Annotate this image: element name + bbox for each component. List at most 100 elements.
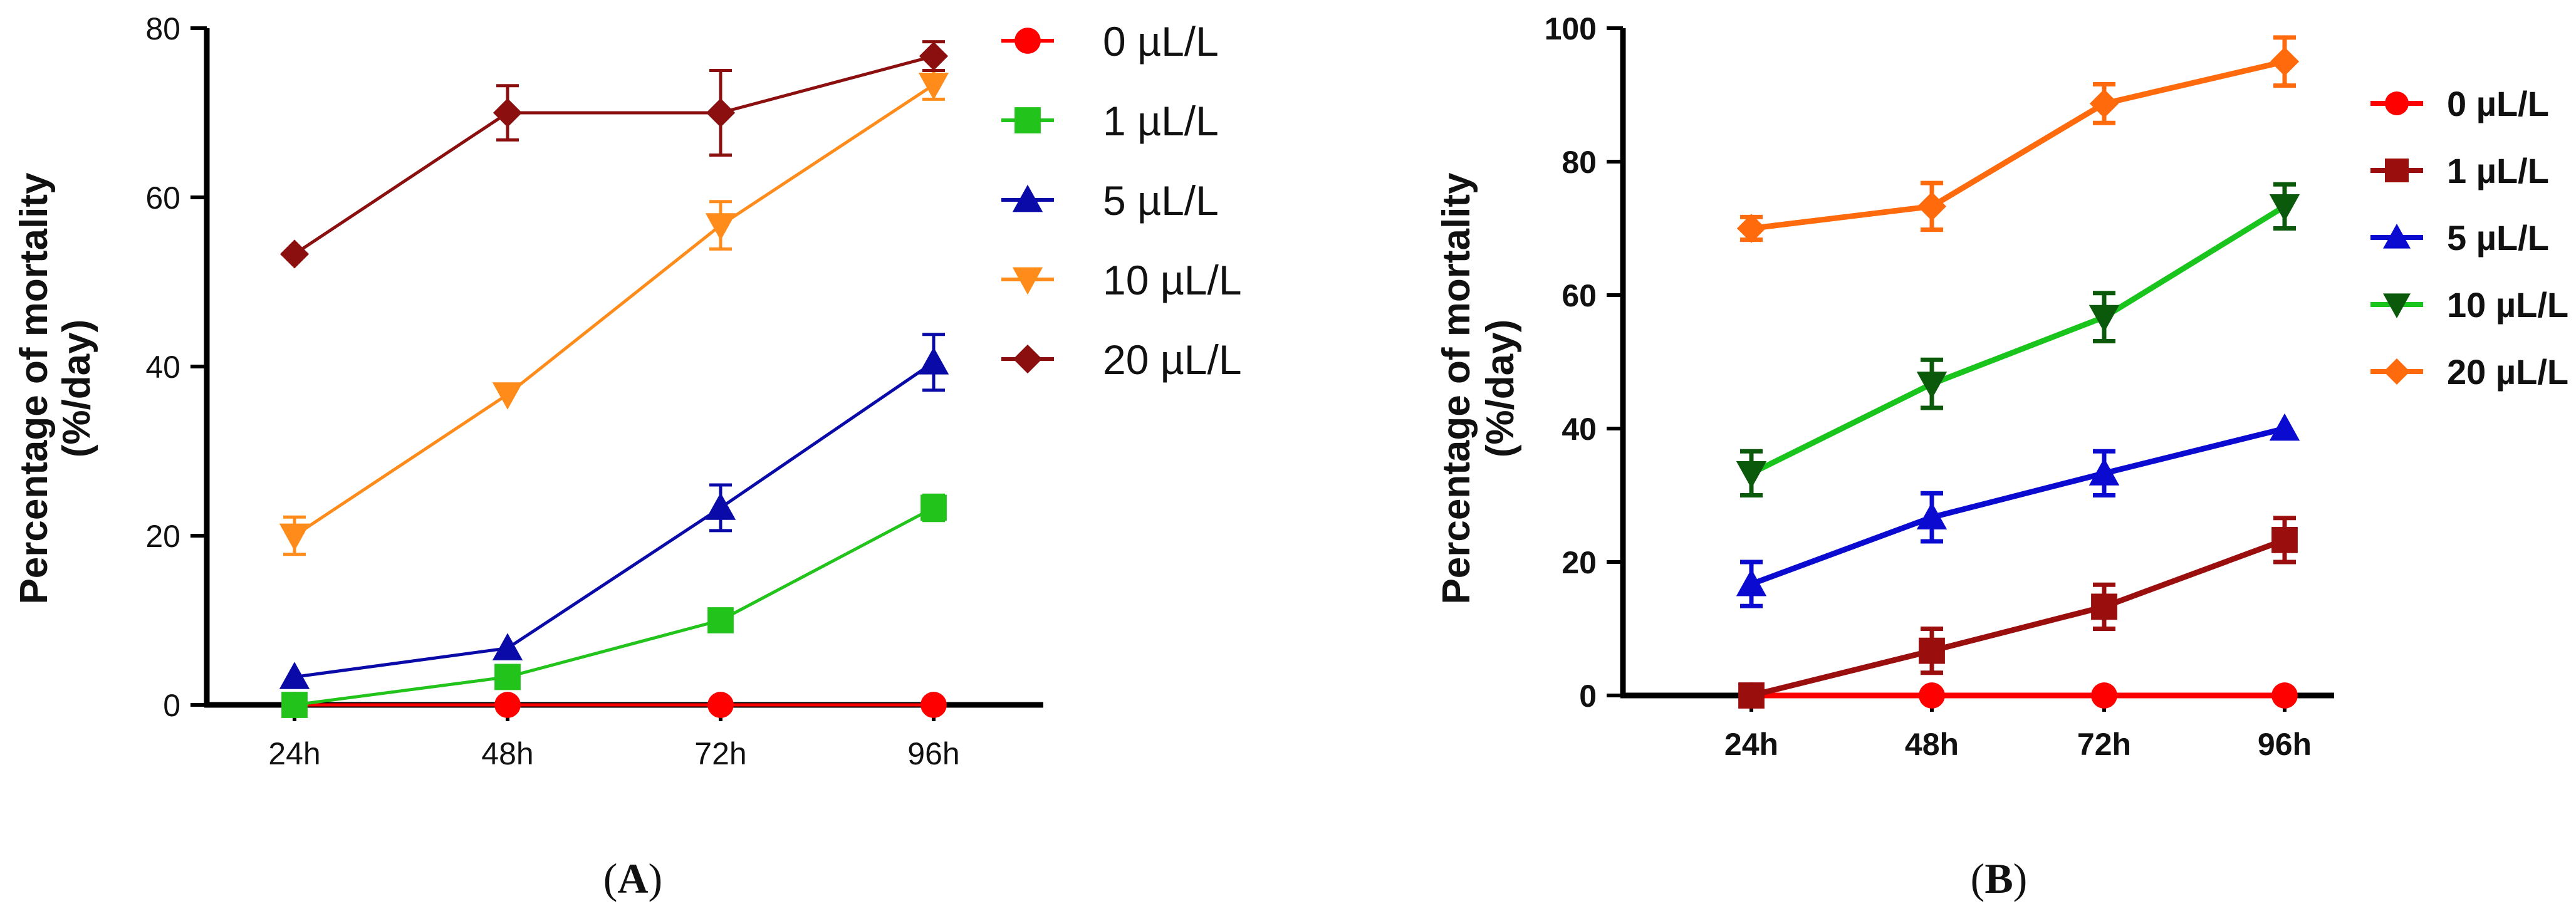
panel-a-x-tick-label: 48h [481,736,533,771]
panel-a-y-tick-label: 60 [145,180,180,216]
panel-b-legend-item: 1 µL/L [2370,151,2549,190]
panel-a-series-1-line [294,506,935,707]
panel-a-series-4 [279,40,949,269]
panel-a-legend-item: 0 µL/L [1001,18,1219,65]
panel-b-y-tick-label: 60 [1562,278,1597,313]
panel-a-y-tick-label: 80 [145,11,180,46]
panel-a-data-point [918,73,949,100]
panel-a-data-point [281,692,308,718]
panel-b-x-tick-label: 72h [2077,727,2131,762]
panel-b-data-point [1916,372,1948,399]
panel-a-caption: (A) [603,855,662,902]
panel-a: Percentage of mortality (%/day) 0 20 40 60 8… [13,11,1242,902]
panel-b-legend-item: 10 µL/L [2370,285,2568,325]
panel-a-legend-marker [1014,28,1041,54]
panel-b-legend-label: 0 µL/L [2447,84,2549,123]
panel-a-series-3-line [293,83,935,538]
panel-b-data-point [1738,682,1765,709]
panel-a-y-tick-label: 0 [163,688,180,723]
panel-a-y-axis-title-line1: Percentage of mortality [13,172,56,605]
panel-a-legend-label: 5 µL/L [1103,177,1219,224]
panel-b-data-point [2271,682,2298,709]
panel-b-caption-letter: B [1984,855,2013,902]
panel-a-legend-marker [1013,344,1043,374]
panel-a-legend-marker [1012,184,1043,212]
panel-a-y-axis-title: Percentage of mortality (%/day) [13,172,98,605]
panel-a-x-tick-label: 72h [694,736,746,771]
panel-a-legend-label: 0 µL/L [1103,18,1219,65]
panel-a-data-point [279,662,310,689]
panel-b-legend-item: 20 µL/L [2370,352,2568,392]
panel-a-series-0 [281,692,947,718]
panel-a-data-point [493,98,523,128]
panel-b-series-2 [1736,413,2300,608]
panel-b-y-axis-title-line2: (%/day) [1479,320,1522,457]
panel-b-y-tick-label: 80 [1562,145,1597,180]
panel-a-data-point [279,239,310,269]
panel-b-y-axis-title: Percentage of mortality (%/day) [1435,172,1522,605]
panel-a-caption-letter: A [617,855,648,902]
panel-a-series [279,40,949,718]
panel-a-y-tick-label: 20 [145,519,180,554]
panel-b-legend-marker [2385,159,2409,182]
panel-b-legend-label: 1 µL/L [2447,151,2549,190]
panel-a-data-point [706,98,736,128]
panel-a-legend: 0 µL/L 1 µL/L 5 µL/L 10 µL/L 20 µL/L [1001,18,1242,383]
panel-b-data-point [2088,305,2120,333]
panel-b-data-point [2088,458,2120,486]
panel-a-data-point [920,692,947,718]
panel-b-x-ticks: 24h 48h 72h 96h [1724,695,2312,762]
panel-a-data-point [705,213,736,241]
panel-a-x-tick-label: 24h [268,736,320,771]
panel-b-caption-open: ( [1971,855,1985,902]
panel-a-data-point [705,492,736,520]
panel-b-data-point [1736,461,1767,489]
panel-a-data-point [494,692,521,718]
panel-b-legend-label: 5 µL/L [2447,218,2549,258]
panel-b-caption-close: ) [2013,855,2028,902]
panel-a-x-ticks: 24h 48h 72h 96h [268,705,960,771]
panel-a-data-point [920,494,947,521]
panel-b-y-tick-label: 0 [1579,679,1597,714]
panel-b-series-4-line [1751,58,2286,231]
panel-a-caption-close: ) [649,855,663,902]
panel-b-series-1 [1738,516,2298,709]
panel-a-legend-item: 1 µL/L [1001,98,1219,144]
panel-b-series-3-line [1750,204,2287,476]
panel-b-series [1736,35,2300,709]
panel-b-y-ticks: 0 20 40 60 80 100 [1545,11,1623,714]
panel-b-x-tick-label: 24h [1724,727,1778,762]
panel-b-legend-item: 5 µL/L [2370,218,2549,258]
panel-b-y-tick-label: 100 [1545,11,1597,46]
panel-b-data-point [1736,568,1767,596]
panel-a-series-3 [279,69,949,556]
panel-b-legend-label: 10 µL/L [2447,285,2568,325]
panel-b-y-axis-title-line1: Percentage of mortality [1435,172,1478,605]
panel-b-data-point [2271,526,2298,553]
panel-b-legend-item: 0 µL/L [2370,84,2549,123]
panel-b-data-point [1919,637,1945,664]
panel-b-y-tick-label: 40 [1562,412,1597,447]
panel-a-series-2-line [294,361,935,679]
panel-a-legend-label: 1 µL/L [1103,98,1219,144]
panel-b-legend-marker [2383,224,2411,249]
panel-a-data-point [707,607,734,633]
panel-b-data-point [2270,47,2300,76]
panel-a-y-tick-label: 40 [145,350,180,385]
panel-a-legend-label: 10 µL/L [1103,257,1242,303]
panel-a-legend-item: 5 µL/L [1001,177,1219,224]
panel-a-data-point [492,382,523,410]
panel-b-data-point [2269,194,2300,222]
panel-b-data-point [2269,413,2300,441]
panel-a-legend-marker [1012,267,1043,295]
panel-b-legend: 0 µL/L 1 µL/L 5 µL/L 10 µL/L 20 µL/L [2370,84,2568,392]
panel-b-data-point [1736,214,1766,243]
panel-a-y-axis-title-line2: (%/day) [55,320,98,457]
panel-a-legend-item: 20 µL/L [1001,336,1242,383]
panel-a-series-1 [281,493,947,718]
panel-b-legend-label: 20 µL/L [2447,352,2568,392]
panel-b-x-tick-label: 96h [2258,727,2312,762]
panel-b-series-0 [1738,682,2298,709]
panel-a-data-point [918,347,949,375]
